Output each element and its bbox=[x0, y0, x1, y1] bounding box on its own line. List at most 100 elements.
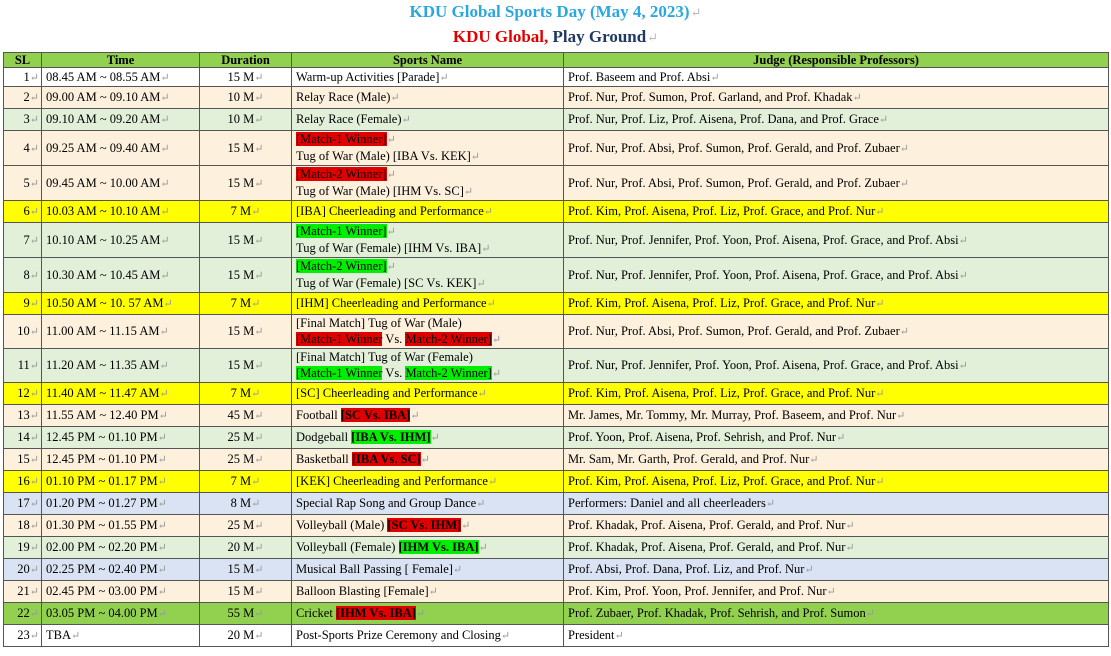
table-row: 4↵ 09.25 AM ~ 09.40 AM↵ 15 M↵ [Match-1 Winn… bbox=[3, 130, 1109, 166]
winner-tag: [Match-1 Winner bbox=[296, 332, 383, 346]
paragraph-mark: ↵ bbox=[71, 630, 81, 642]
time-value: 10.30 AM ~ 10.45 AM bbox=[46, 267, 161, 282]
table-row: 23↵ TBA↵ 20 M↵ Post-Sports Prize Ceremony a… bbox=[3, 624, 1109, 647]
cell-sl: 4↵ bbox=[3, 130, 42, 166]
paragraph-mark: ↵ bbox=[254, 360, 264, 372]
sl-value: 19 bbox=[17, 540, 30, 554]
paragraph-mark: ↵ bbox=[390, 92, 400, 104]
sport-title: Basketball bbox=[296, 452, 352, 466]
paragraph-mark: ↵ bbox=[251, 206, 261, 218]
cell-time: 12.45 PM ~ 01.10 PM↵ bbox=[41, 448, 200, 471]
sport-line: [Final Match] Tug of War (Male) bbox=[296, 316, 559, 332]
sport-title: [IBA] Cheerleading and Performance bbox=[296, 204, 484, 218]
winner-tag: [Match-2 Winner] bbox=[296, 167, 387, 181]
cell-time: 10.10 AM ~ 10.25 AM↵ bbox=[41, 222, 200, 258]
time-value: 12.45 PM ~ 01.10 PM bbox=[46, 452, 158, 466]
table-row: 13↵ 11.55 AM ~ 12.40 PM↵ 45 M↵ Football [SC… bbox=[3, 404, 1109, 427]
paragraph-mark: ↵ bbox=[420, 454, 430, 466]
match-badge: [IHM Vs. IBA] bbox=[335, 606, 416, 620]
duration-value: 8 M bbox=[230, 496, 252, 510]
sl-value: 3 bbox=[23, 112, 30, 126]
time-value: 02.25 PM ~ 02.40 PM bbox=[46, 562, 158, 576]
cell-sports-name: Musical Ball Passing [ Female]↵ bbox=[291, 558, 564, 581]
cell-time: TBA↵ bbox=[41, 624, 200, 647]
sport-title: [KEK] Cheerleading and Performance bbox=[296, 474, 488, 488]
paragraph-mark: ↵ bbox=[251, 498, 261, 510]
paragraph-mark: ↵ bbox=[254, 142, 264, 155]
cell-duration: 20 M↵ bbox=[199, 624, 292, 647]
paragraph-mark: ↵ bbox=[476, 278, 486, 290]
sport-title: Relay Race (Female) bbox=[296, 112, 402, 126]
cell-sports-name: Cricket [IHM Vs. IBA]↵ bbox=[291, 602, 564, 625]
time-value: 08.45 AM ~ 08.55 AM bbox=[46, 69, 161, 84]
paragraph-mark: ↵ bbox=[845, 542, 855, 554]
table-row: 11↵ 11.20 AM ~ 11.35 AM↵ 15 M↵ [Final Match… bbox=[3, 348, 1109, 383]
cell-time: 11.40 AM ~ 11.47 AM↵ bbox=[41, 382, 200, 405]
cell-sports-name: Volleyball (Female) [IHM Vs. IBA]↵ bbox=[291, 536, 564, 559]
cell-duration: 10 M↵ bbox=[199, 86, 292, 109]
time-value: 01.30 PM ~ 01.55 PM bbox=[46, 518, 158, 532]
paragraph-mark: ↵ bbox=[158, 410, 168, 422]
table-row: 8↵ 10.30 AM ~ 10.45 AM↵ 15 M↵ [Match-2 Winn… bbox=[3, 257, 1109, 293]
paragraph-mark: ↵ bbox=[491, 334, 502, 346]
paragraph-mark: ↵ bbox=[386, 261, 396, 273]
time-value: 09.45 AM ~ 10.00 AM bbox=[46, 175, 161, 190]
time-value: 09.25 AM ~ 09.40 AM bbox=[46, 140, 161, 155]
judge-value: Mr. Sam, Mr. Garth, Prof. Gerald, and Pr… bbox=[568, 452, 810, 466]
paragraph-mark: ↵ bbox=[254, 432, 264, 444]
duration-value: 15 M bbox=[227, 562, 255, 576]
paragraph-mark: ↵ bbox=[452, 564, 463, 576]
cell-sl: 10↵ bbox=[3, 314, 42, 349]
cell-sports-name: Volleyball (Male) [SC Vs. IHM]↵ bbox=[291, 514, 564, 537]
sport-line: Tug of War (Female) [SC Vs. KEK]↵ bbox=[296, 275, 559, 292]
paragraph-mark: ↵ bbox=[160, 92, 170, 104]
sl-value: 13 bbox=[17, 408, 30, 422]
paragraph-mark: ↵ bbox=[29, 564, 39, 576]
duration-value: 25 M bbox=[227, 430, 255, 444]
cell-judge: Prof. Nur, Prof. Jennifer, Prof. Yoon, P… bbox=[563, 222, 1109, 258]
duration-value: 45 M bbox=[227, 408, 255, 422]
duration-value: 20 M bbox=[227, 628, 255, 642]
sport-title: Balloon Blasting [Female] bbox=[296, 584, 429, 598]
cell-sl: 5↵ bbox=[3, 165, 42, 201]
paragraph-mark: ↵ bbox=[254, 71, 264, 84]
paragraph-mark: ↵ bbox=[160, 142, 170, 155]
paragraph-mark: ↵ bbox=[254, 234, 264, 247]
cell-judge: Prof. Khadak, Prof. Aisena, Prof. Gerald… bbox=[563, 514, 1109, 537]
document-header: KDU Global Sports Day (May 4, 2023)↵ KDU… bbox=[0, 0, 1111, 49]
judge-value: Prof. Nur, Prof. Liz, Prof. Aisena, Prof… bbox=[568, 112, 879, 126]
table-row: 22↵ 03.05 PM ~ 04.00 PM↵ 55 M↵ Cricket [IHM… bbox=[3, 602, 1109, 625]
cell-time: 12.45 PM ~ 01.10 PM↵ bbox=[41, 426, 200, 449]
cell-judge: Prof. Nur, Prof. Sumon, Prof. Garland, a… bbox=[563, 86, 1109, 109]
cell-sl: 23↵ bbox=[3, 624, 42, 647]
duration-value: 25 M bbox=[227, 518, 255, 532]
paragraph-mark: ↵ bbox=[254, 520, 264, 532]
sport-title: Special Rap Song and Group Dance bbox=[296, 496, 477, 510]
cell-judge: Prof. Kim, Prof. Aisena, Prof. Liz, Prof… bbox=[563, 200, 1109, 223]
cell-sports-name: [IBA] Cheerleading and Performance↵ bbox=[291, 200, 564, 223]
cell-sl: 6↵ bbox=[3, 200, 42, 223]
cell-duration: 15 M↵ bbox=[199, 558, 292, 581]
paragraph-mark: ↵ bbox=[491, 368, 502, 380]
table-row: 12↵ 11.40 AM ~ 11.47 AM↵ 7 M↵ [SC] Cheerlea… bbox=[3, 382, 1109, 405]
paragraph-mark: ↵ bbox=[486, 298, 496, 310]
sl-value: 4 bbox=[23, 140, 30, 155]
cell-sl: 21↵ bbox=[3, 580, 42, 603]
paragraph-mark: ↵ bbox=[470, 151, 481, 163]
paragraph-mark: ↵ bbox=[29, 410, 39, 422]
cell-sl: 7↵ bbox=[3, 222, 42, 258]
paragraph-mark: ↵ bbox=[29, 520, 39, 532]
cell-duration: 15 M↵ bbox=[199, 257, 292, 293]
paragraph-mark: ↵ bbox=[157, 564, 167, 576]
paragraph-mark: ↵ bbox=[29, 114, 39, 126]
duration-value: 15 M bbox=[227, 175, 255, 190]
cell-judge: Mr. Sam, Mr. Garth, Prof. Gerald, and Pr… bbox=[563, 448, 1109, 471]
sl-value: 20 bbox=[17, 562, 30, 576]
time-value: 10.10 AM ~ 10.25 AM bbox=[46, 232, 161, 247]
paragraph-mark: ↵ bbox=[804, 564, 814, 576]
table-row: 6↵ 10.03 AM ~ 10.10 AM↵ 7 M↵ [IBA] Cheerlea… bbox=[3, 200, 1109, 223]
cell-duration: 15 M↵ bbox=[199, 67, 292, 87]
paragraph-mark: ↵ bbox=[157, 586, 167, 598]
cell-time: 11.55 AM ~ 12.40 PM↵ bbox=[41, 404, 200, 427]
paragraph-mark: ↵ bbox=[29, 177, 39, 190]
